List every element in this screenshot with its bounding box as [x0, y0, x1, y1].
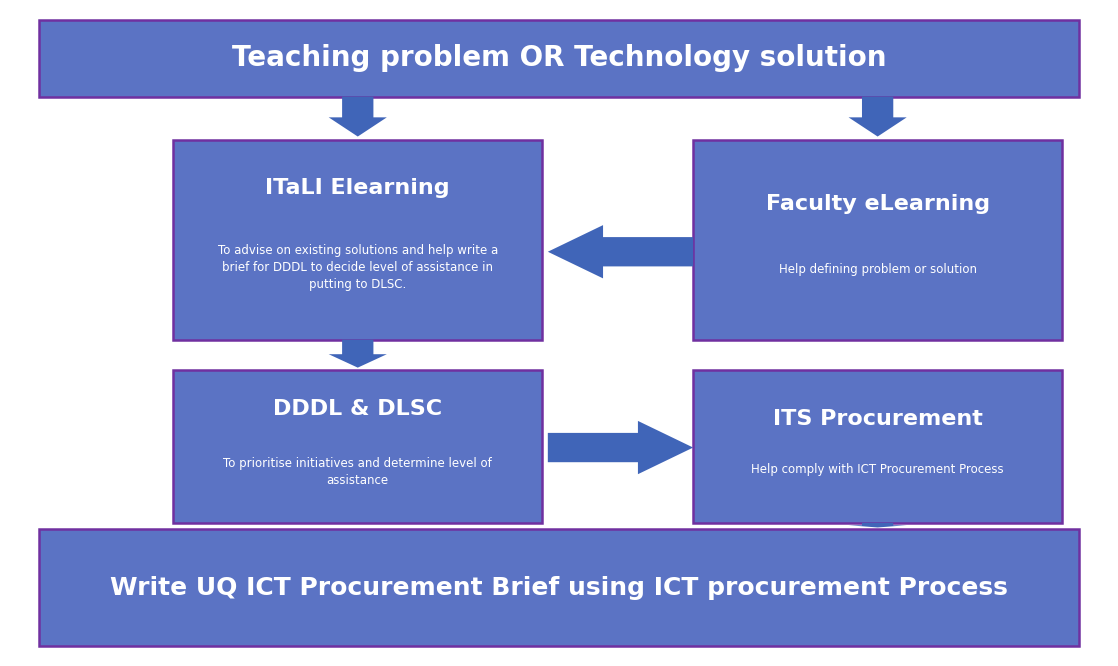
Text: Faculty eLearning: Faculty eLearning [766, 194, 989, 214]
Polygon shape [849, 97, 907, 137]
Polygon shape [548, 421, 693, 474]
Text: ITaLI Elearning: ITaLI Elearning [265, 178, 451, 198]
Polygon shape [849, 523, 907, 527]
Text: Write UQ ICT Procurement Brief using ICT procurement Process: Write UQ ICT Procurement Brief using ICT… [110, 575, 1008, 600]
Text: Help defining problem or solution: Help defining problem or solution [778, 263, 977, 276]
Bar [693, 140, 1062, 340]
Polygon shape [329, 340, 387, 368]
Text: ITS Procurement: ITS Procurement [773, 409, 983, 429]
Text: To prioritise initiatives and determine level of
assistance: To prioritise initiatives and determine … [224, 458, 492, 488]
Bar [693, 370, 1062, 523]
Bar [173, 140, 542, 340]
Polygon shape [329, 97, 387, 137]
Text: To advise on existing solutions and help write a
brief for DDDL to decide level : To advise on existing solutions and help… [218, 244, 498, 291]
Text: Help comply with ICT Procurement Process: Help comply with ICT Procurement Process [751, 463, 1004, 476]
Bar [39, 529, 1079, 646]
Text: Teaching problem OR Technology solution: Teaching problem OR Technology solution [231, 44, 887, 73]
Bar [173, 370, 542, 523]
Bar [39, 20, 1079, 97]
Polygon shape [548, 225, 693, 278]
Text: DDDL & DLSC: DDDL & DLSC [273, 400, 443, 420]
